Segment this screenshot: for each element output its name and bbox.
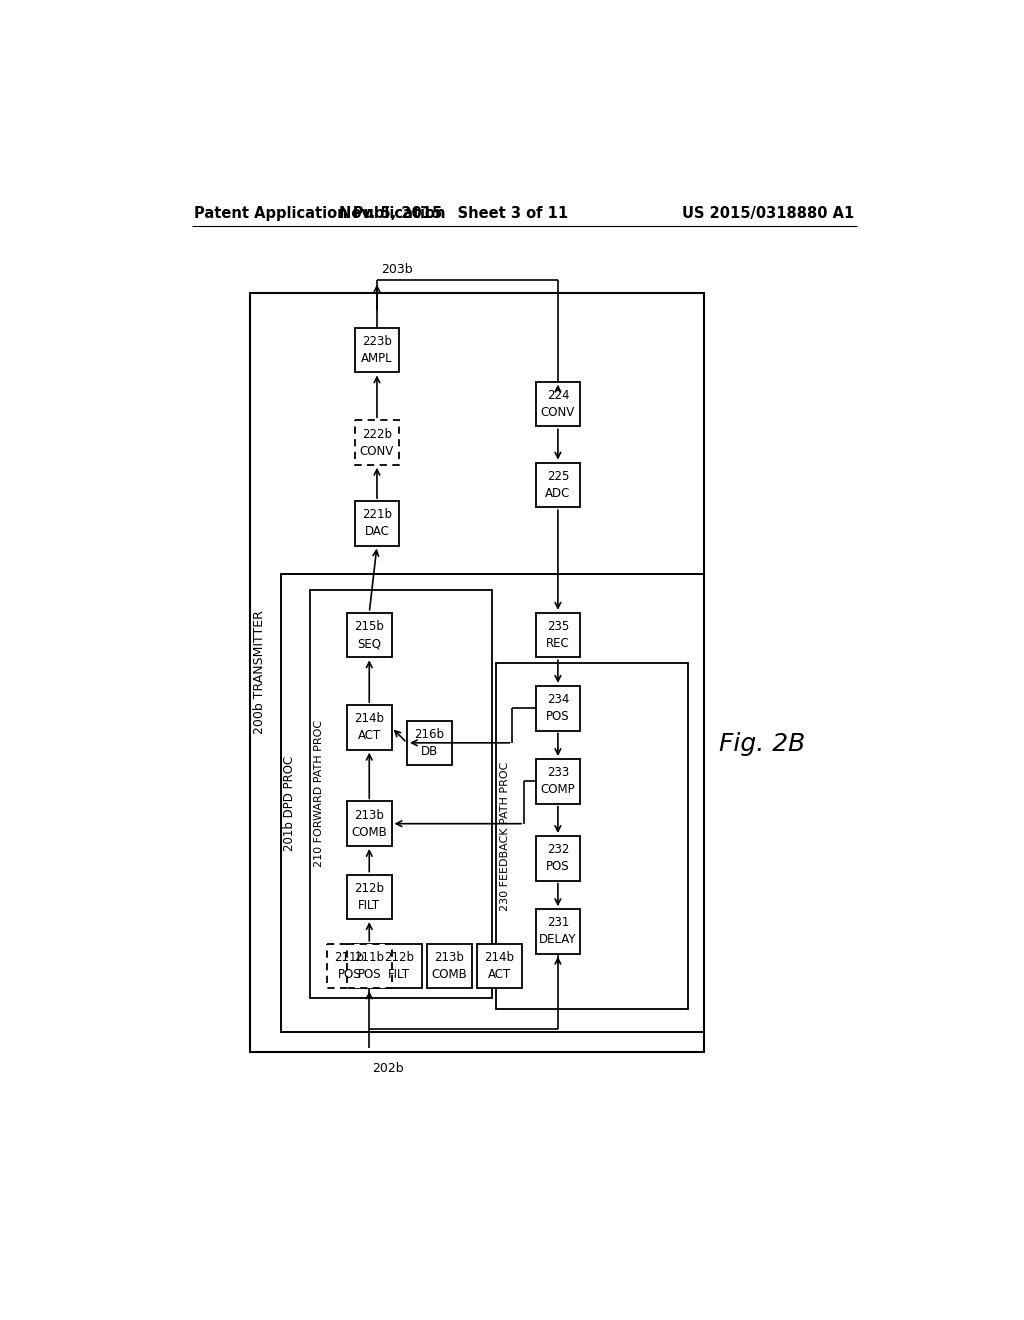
Bar [310, 590, 493, 998]
Bar [347, 612, 391, 657]
Bar [427, 944, 472, 989]
Text: 231
DELAY: 231 DELAY [540, 916, 577, 946]
Text: 210 FORWARD PATH PROC: 210 FORWARD PATH PROC [314, 721, 325, 867]
Text: 200b TRANSMITTER: 200b TRANSMITTER [253, 610, 265, 734]
Bar [281, 574, 705, 1032]
Text: 233
COMP: 233 COMP [541, 767, 575, 796]
Text: 211b
POS: 211b POS [354, 952, 384, 981]
Text: 211b
POS: 211b POS [334, 952, 365, 981]
Text: 216b
DB: 216b DB [415, 727, 444, 758]
Bar [347, 874, 391, 919]
Bar [250, 293, 705, 1052]
Bar [347, 801, 391, 846]
Bar [536, 836, 581, 880]
Bar [354, 502, 399, 545]
Bar [536, 462, 581, 507]
Text: 215b
SEQ: 215b SEQ [354, 620, 384, 649]
Text: 212b
FILT: 212b FILT [354, 882, 384, 912]
Bar [327, 944, 372, 989]
Text: 230 FEEDBACK PATH PROC: 230 FEEDBACK PATH PROC [500, 762, 510, 911]
Text: US 2015/0318880 A1: US 2015/0318880 A1 [682, 206, 854, 222]
Bar [536, 909, 581, 954]
Text: 212b
FILT: 212b FILT [384, 952, 415, 981]
Text: 202b: 202b [373, 1061, 403, 1074]
Bar [477, 944, 521, 989]
Bar [407, 721, 452, 766]
Text: Patent Application Publication: Patent Application Publication [194, 206, 445, 222]
Text: 235
REC: 235 REC [546, 620, 569, 649]
Text: 225
ADC: 225 ADC [545, 470, 570, 500]
Bar [354, 420, 399, 465]
Text: 232
POS: 232 POS [546, 843, 569, 874]
Bar [536, 759, 581, 804]
Text: 214b
ACT: 214b ACT [354, 713, 384, 742]
Text: 214b
ACT: 214b ACT [484, 952, 514, 981]
Bar [496, 663, 688, 1010]
Bar [536, 612, 581, 657]
Bar [377, 944, 422, 989]
Bar [347, 944, 391, 989]
Text: 222b
CONV: 222b CONV [359, 428, 394, 458]
Bar [536, 686, 581, 730]
Text: 223b
AMPL: 223b AMPL [361, 335, 393, 366]
Bar [536, 381, 581, 426]
Text: 203b: 203b [381, 263, 413, 276]
Text: 224
CONV: 224 CONV [541, 389, 575, 418]
Text: 213b
COMB: 213b COMB [431, 952, 467, 981]
Text: Nov. 5, 2015   Sheet 3 of 11: Nov. 5, 2015 Sheet 3 of 11 [339, 206, 568, 222]
Text: Fig. 2B: Fig. 2B [719, 731, 805, 755]
Text: 234
POS: 234 POS [546, 693, 569, 723]
Text: 221b
DAC: 221b DAC [361, 508, 392, 539]
Text: 201b DPD PROC: 201b DPD PROC [284, 755, 297, 851]
Bar [347, 705, 391, 750]
Bar [354, 327, 399, 372]
Text: 213b
COMB: 213b COMB [351, 809, 387, 838]
